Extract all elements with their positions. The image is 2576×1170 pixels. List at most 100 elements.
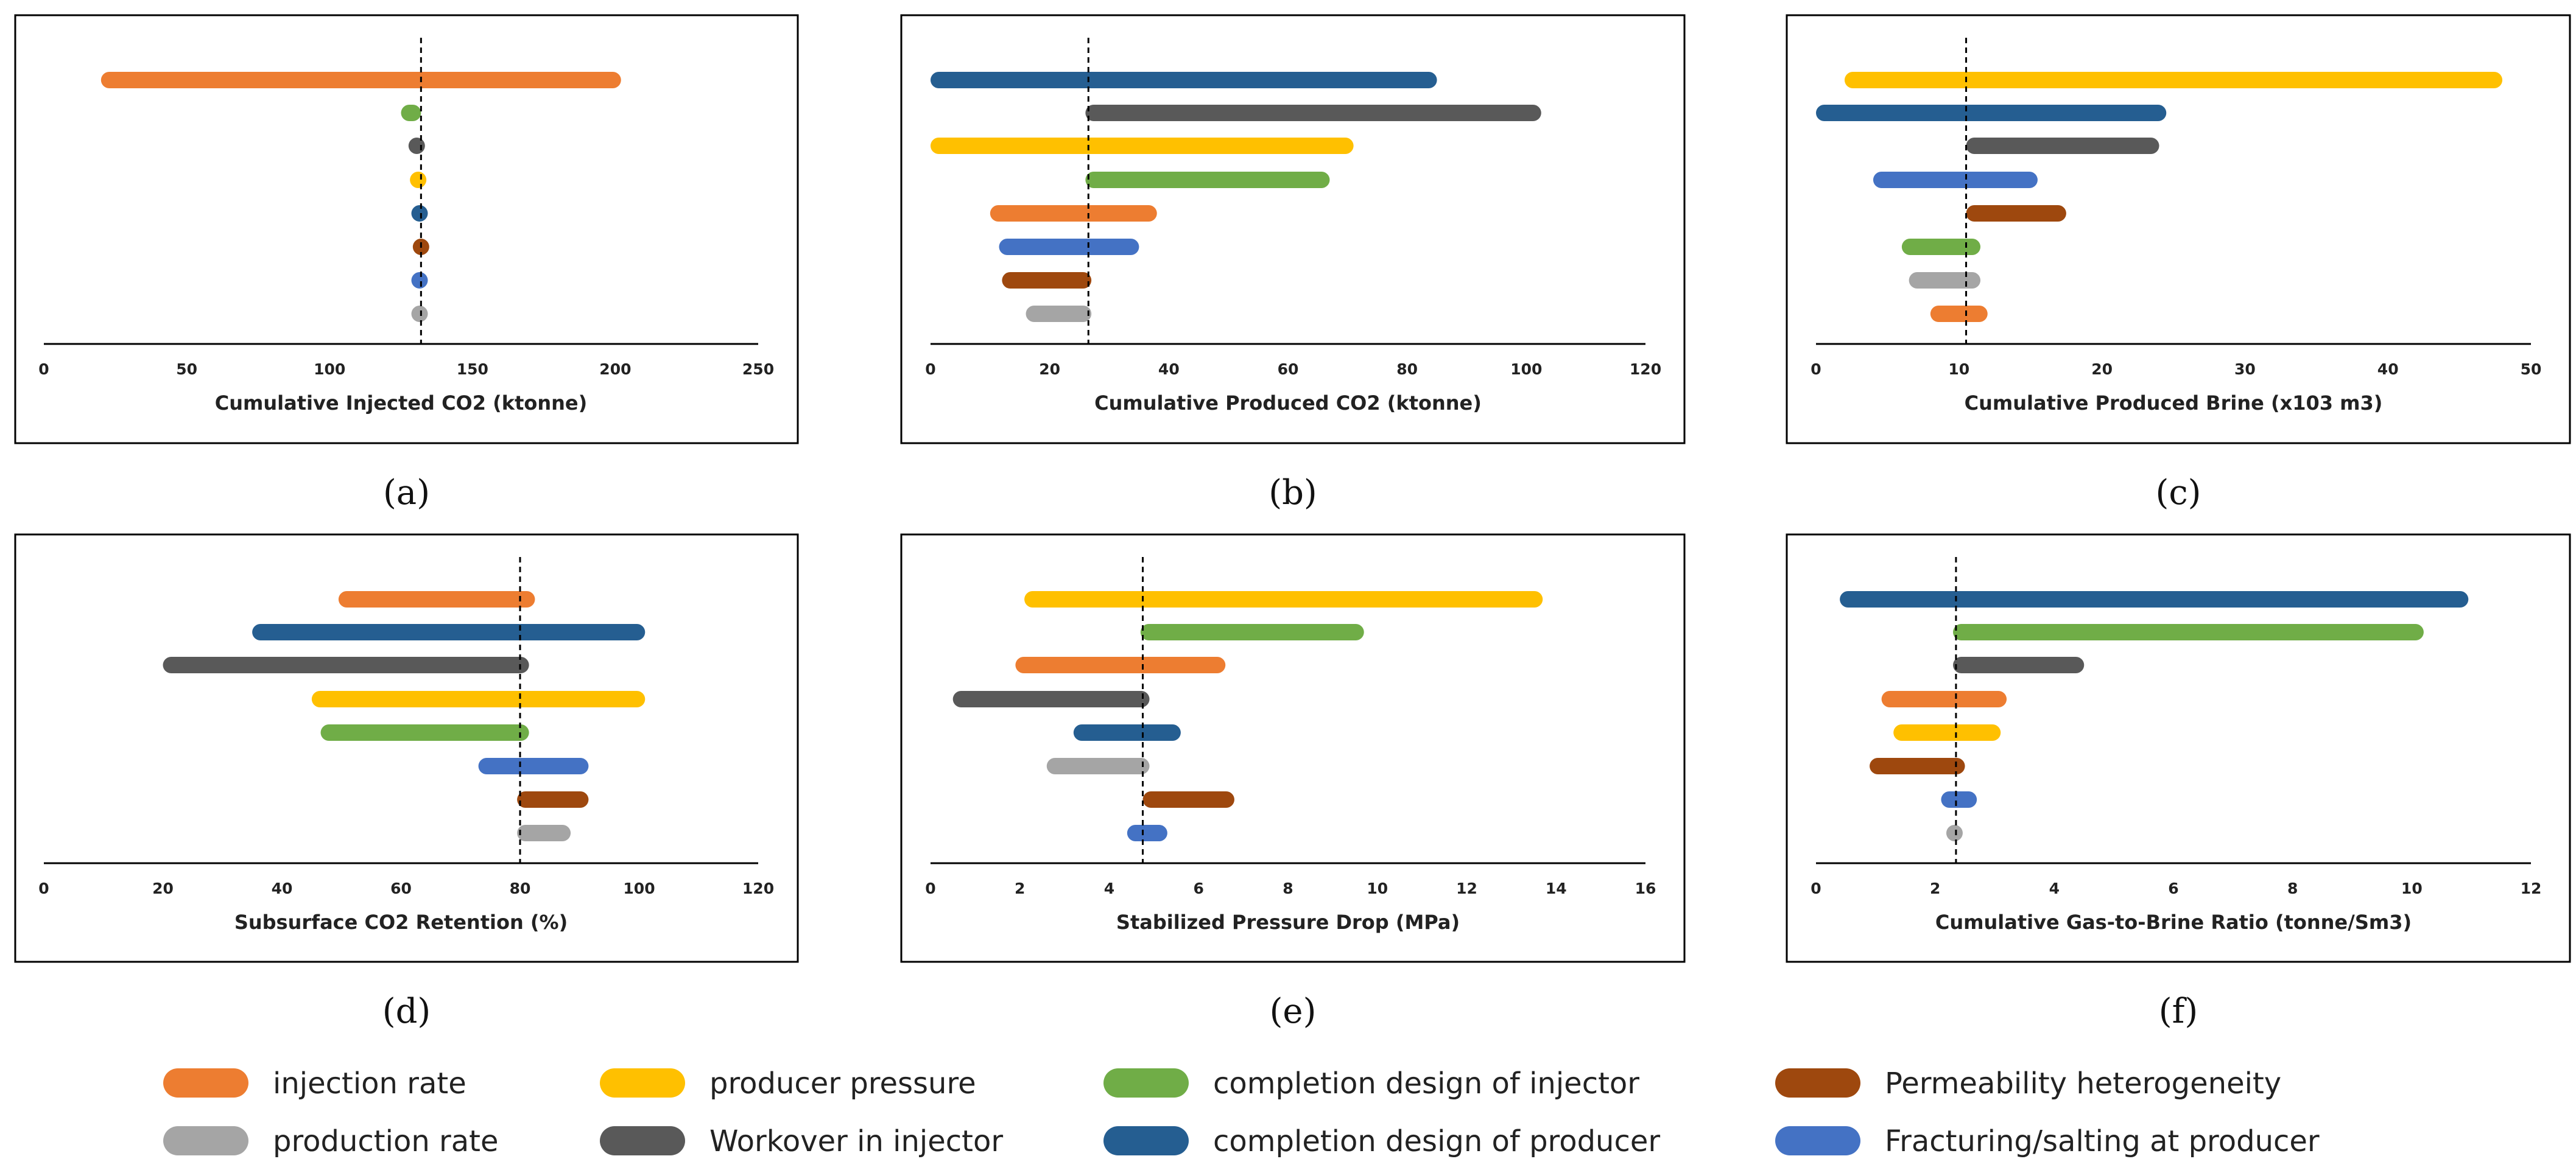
x-tick-label: 6 — [2168, 880, 2178, 897]
bar-completion-producer — [1816, 105, 2167, 121]
x-tick-label: 120 — [742, 880, 774, 897]
x-tick-label: 50 — [2521, 360, 2542, 378]
x-tick-label: 8 — [2287, 880, 2298, 897]
bar-producer-pressure — [1893, 724, 2001, 741]
x-axis-label: Cumulative Injected CO2 (ktonne) — [215, 391, 587, 415]
bar-fracturing — [1873, 172, 2038, 188]
bar-production-rate — [1026, 306, 1092, 322]
x-axis-label: Cumulative Produced CO2 (ktonne) — [1094, 391, 1482, 415]
x-tick-label: 4 — [1104, 880, 1114, 897]
legend-swatch — [1775, 1126, 1860, 1155]
bar-injection-rate — [338, 591, 535, 608]
legend-item-permeability: Permeability heterogeneity — [1775, 1067, 2281, 1101]
legend-item-production-rate: production rate — [163, 1124, 499, 1158]
x-tick-label: 0 — [925, 360, 935, 378]
bar-completion-producer — [1840, 591, 2469, 608]
chart-panel-a: 0 50 100 150 200 250 Cumulative Injected CO2 (… — [14, 14, 799, 513]
x-tick-label: 60 — [1278, 360, 1299, 378]
legend: injection rate producer pressure completio… — [163, 1067, 2320, 1158]
bar-injection-rate — [990, 205, 1157, 222]
x-tick-label: 100 — [623, 880, 655, 897]
bar-fracturing — [1127, 825, 1167, 841]
x-tick-label: 10 — [1948, 360, 1969, 378]
bar-production-rate — [1946, 825, 1963, 841]
bar-completion-producer — [411, 205, 428, 222]
bar-permeability — [1002, 272, 1092, 289]
chart-panel-c: 0 10 20 30 40 50 Cumulative Produced Brine (x1… — [1786, 14, 2571, 513]
x-tick-label: 0 — [38, 880, 49, 897]
panel-label: (c) — [2155, 473, 2201, 513]
bar-completion-producer — [931, 72, 1437, 88]
legend-swatch — [600, 1068, 685, 1098]
panel-label: (d) — [382, 992, 431, 1031]
x-tick-label: 80 — [510, 880, 531, 897]
x-tick-label: 250 — [742, 360, 774, 378]
legend-item-injection-rate: injection rate — [163, 1067, 466, 1101]
legend-item-completion-producer: completion design of producer — [1103, 1124, 1660, 1158]
x-tick-label: 150 — [457, 360, 488, 378]
x-tick-label: 4 — [2049, 880, 2060, 897]
legend-swatch — [1103, 1068, 1189, 1098]
bar-producer-pressure — [311, 691, 646, 707]
bar-fracturing — [478, 758, 589, 774]
x-tick-label: 10 — [1367, 880, 1388, 897]
legend-swatch — [1775, 1068, 1860, 1098]
bar-completion-injector — [1953, 624, 2424, 640]
x-axis-label: Cumulative Produced Brine (x103 m3) — [1965, 391, 2383, 415]
chart-panel-b: 0 20 40 60 80 100 120 Cumulative Produced CO2 (… — [900, 14, 1686, 513]
x-axis-label: Stabilized Pressure Drop (MPa) — [1116, 911, 1460, 934]
legend-label: Workover in injector — [709, 1124, 1003, 1158]
legend-label: completion design of producer — [1213, 1124, 1660, 1158]
x-tick-label: 20 — [2091, 360, 2113, 378]
x-tick-label: 20 — [152, 880, 174, 897]
bar-permeability — [1966, 205, 2066, 222]
x-axis-label: Cumulative Gas-to-Brine Ratio (tonne/Sm3… — [1935, 911, 2412, 934]
bar-production-rate — [517, 825, 571, 841]
x-tick-label: 100 — [314, 360, 345, 378]
x-tick-label: 40 — [2377, 360, 2399, 378]
bar-completion-injector — [320, 724, 529, 741]
bar-permeability — [1870, 758, 1965, 774]
panel-label: (b) — [1269, 473, 1317, 513]
bar-workover-injector — [1953, 657, 2085, 673]
legend-item-producer-pressure: producer pressure — [600, 1067, 976, 1101]
legend-swatch — [1103, 1126, 1189, 1155]
panel-label: (f) — [2159, 992, 2198, 1031]
x-tick-label: 30 — [2234, 360, 2256, 378]
x-tick-label: 40 — [272, 880, 293, 897]
bar-workover-injector — [952, 691, 1150, 707]
legend-label: producer pressure — [709, 1067, 976, 1101]
x-tick-label: 0 — [38, 360, 49, 378]
bar-producer-pressure — [1024, 591, 1543, 608]
bar-workover-injector — [408, 138, 425, 154]
bar-workover-injector — [163, 657, 529, 673]
chart-panel-e: 0 2 4 6 8 10 12 14 16 Stabilized Pressure Drop (M… — [900, 533, 1686, 1031]
legend-item-completion-injector: completion design of injector — [1103, 1067, 1639, 1101]
x-tick-label: 6 — [1194, 880, 1204, 897]
x-tick-label: 12 — [2521, 880, 2542, 897]
bar-injection-rate — [1930, 306, 1988, 322]
legend-label: Fracturing/salting at producer — [1885, 1124, 2320, 1158]
chart-frame — [14, 14, 799, 444]
bar-production-rate — [411, 306, 428, 322]
x-tick-label: 100 — [1510, 360, 1542, 378]
legend-item-fracturing: Fracturing/salting at producer — [1775, 1124, 2320, 1158]
panel-label: (e) — [1270, 992, 1317, 1031]
chart-frame — [1786, 533, 2571, 963]
x-tick-label: 0 — [1811, 880, 1821, 897]
bar-permeability — [517, 791, 589, 808]
legend-label: production rate — [273, 1124, 499, 1158]
legend-label: injection rate — [273, 1067, 466, 1101]
bar-completion-injector — [1140, 624, 1364, 640]
legend-label: completion design of injector — [1213, 1067, 1639, 1101]
bar-fracturing — [1941, 791, 1977, 808]
x-tick-label: 50 — [176, 360, 197, 378]
bar-permeability — [1142, 791, 1234, 808]
bar-producer-pressure — [410, 172, 427, 188]
bar-production-rate — [1046, 758, 1150, 774]
bar-completion-injector — [1901, 239, 1981, 255]
x-tick-label: 60 — [390, 880, 412, 897]
x-tick-label: 0 — [925, 880, 935, 897]
chart-panel-f: 0 2 4 6 8 10 12 Cumulative Gas-to-Brine Ratio (… — [1786, 533, 2571, 1031]
x-tick-label: 80 — [1396, 360, 1418, 378]
